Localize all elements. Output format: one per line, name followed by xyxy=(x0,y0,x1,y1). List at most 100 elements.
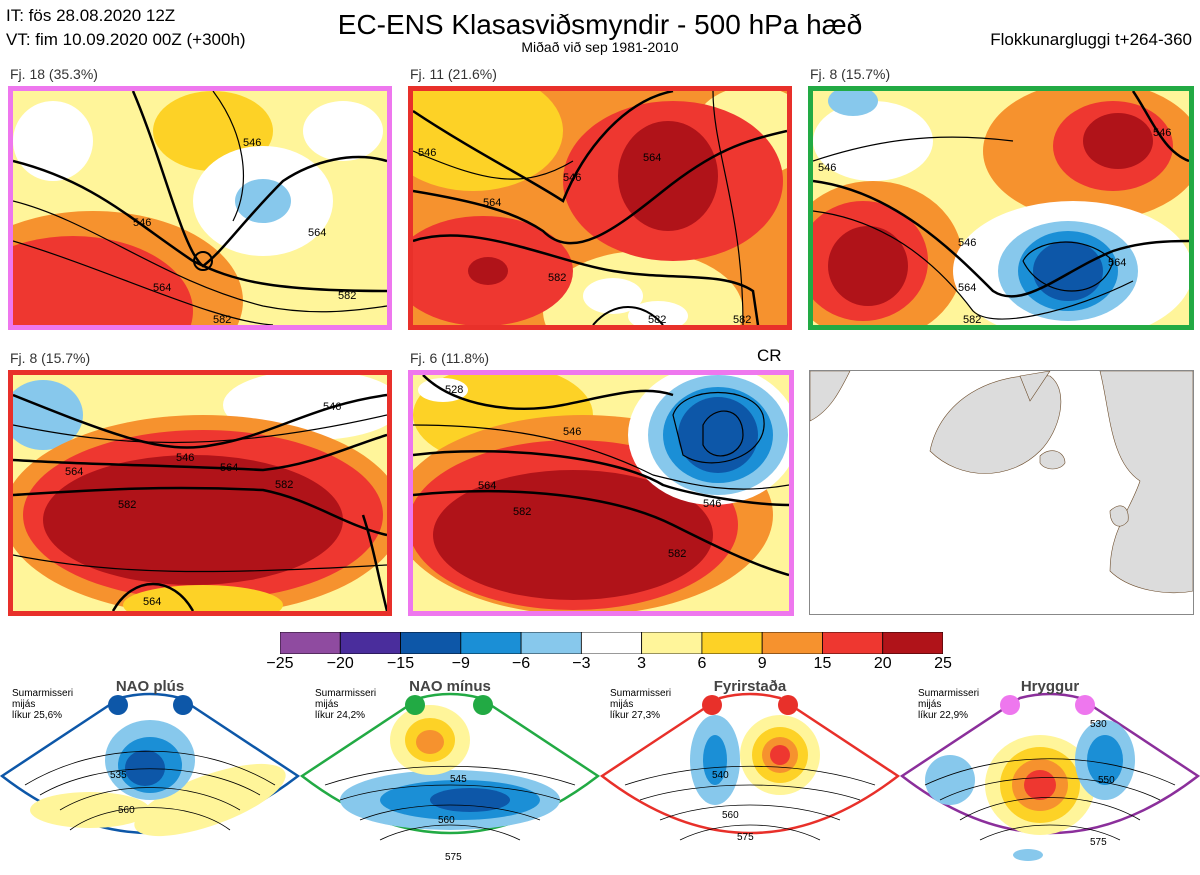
color-bar-svg xyxy=(279,631,944,655)
panel-4-label: Fj. 8 (15.7%) xyxy=(10,350,91,366)
regime-title-blocking: Fyrirstaða xyxy=(713,678,787,695)
valid-time-label: VT: fim 10.09.2020 00Z (+300h) xyxy=(6,30,246,49)
color-bar-tick-label: −20 xyxy=(326,655,354,672)
greenland-landmass xyxy=(929,375,1062,474)
color-bar-tick-label: −25 xyxy=(266,655,294,672)
color-bar-segment xyxy=(460,631,522,655)
cluster-map-panel-5[interactable]: 528 546 546 564 582 582 xyxy=(408,370,794,616)
color-bar-segment xyxy=(701,631,763,655)
contour-label: 582 xyxy=(213,314,231,325)
contour-label: 582 xyxy=(513,506,531,518)
regime-nao-minus[interactable]: 545 560 575 xyxy=(299,670,601,870)
page-title: EC-ENS Klasasviðsmyndir - 500 hPa hæð xyxy=(337,9,863,40)
contour-label: 546 xyxy=(176,452,194,464)
contour-label: 582 xyxy=(733,314,751,325)
contour-label: 550 xyxy=(1098,775,1115,786)
contour-label: 530 xyxy=(1090,719,1107,730)
contour-label: 564 xyxy=(643,152,661,164)
color-bar-tick-label: −15 xyxy=(386,655,415,672)
color-bar-tick-label: −9 xyxy=(451,655,470,672)
contour-label: 582 xyxy=(963,314,981,325)
color-bar-tick-label: 9 xyxy=(757,655,767,672)
regime-map-ridge: 530 550 575 xyxy=(899,692,1200,861)
regime-blocking[interactable]: 540 560 575 xyxy=(599,670,901,870)
cr-label: CR xyxy=(757,346,782,365)
color-bar-tick-label: 20 xyxy=(873,655,892,672)
color-bar-segment xyxy=(882,631,944,655)
panel-5-label: Fj. 6 (11.8%) xyxy=(410,350,490,366)
season-label: Sumarmisseri xyxy=(315,688,377,699)
contour-label: 564 xyxy=(65,466,83,478)
cluster-map-panel-4[interactable]: 546 564 546 564 582 564 582 xyxy=(8,370,392,616)
iceland-landmass xyxy=(1039,450,1066,470)
contour-label: 564 xyxy=(153,282,171,294)
contour-label: 564 xyxy=(958,282,976,294)
color-bar-segment xyxy=(339,631,401,655)
contour-label: 575 xyxy=(445,852,462,863)
note-label: mijás xyxy=(610,699,634,710)
note-label: mijás xyxy=(315,699,339,710)
color-bar-tick-label: 3 xyxy=(637,655,647,672)
cluster-map-panel-3[interactable]: 546 546 546 564 564 582 xyxy=(808,86,1194,330)
contour-label: 560 xyxy=(118,805,135,816)
panel-2-label: Fj. 11 (21.6%) xyxy=(410,66,497,82)
color-bar-segment xyxy=(761,631,823,655)
contour-label: 546 xyxy=(563,426,581,438)
empty-map-panel xyxy=(809,370,1194,615)
regime-note-ridge: Sumarmisseri mijás líkur 22,9% xyxy=(918,688,979,721)
contour-label: 582 xyxy=(118,499,136,511)
contour-label: 582 xyxy=(338,290,356,302)
cluster-map-1: 546 564 546 564 582 582 xyxy=(13,91,387,325)
contour-label: 575 xyxy=(737,832,754,843)
contour-label: 564 xyxy=(143,596,161,608)
probability-label: líkur 24,2% xyxy=(315,710,366,721)
color-bar-tick-label: −6 xyxy=(511,655,531,672)
probability-label: líkur 27,3% xyxy=(610,710,661,721)
regime-map-nao-minus: 545 560 575 xyxy=(299,692,601,863)
contour-label: 564 xyxy=(478,480,496,492)
contour-label: 564 xyxy=(220,462,238,474)
initial-time-label: IT: fös 28.08.2020 12Z xyxy=(6,6,176,25)
contour-label: 528 xyxy=(445,384,463,396)
contour-label: 540 xyxy=(712,770,729,781)
color-bar-tick-label: −3 xyxy=(572,655,591,672)
contour-label: 546 xyxy=(958,237,976,249)
regime-map-blocking: 540 560 575 xyxy=(599,692,901,843)
regime-title-ridge: Hryggur xyxy=(1020,678,1080,695)
contour-label: 582 xyxy=(668,548,686,560)
contour-label: 546 xyxy=(133,217,151,229)
regime-note-nao-minus: Sumarmisseri mijás líkur 24,2% xyxy=(315,688,376,721)
contour-label: 546 xyxy=(323,401,341,413)
empty-map xyxy=(810,371,1193,614)
regime-nao-plus[interactable]: 535 560 xyxy=(0,670,301,870)
regime-title-nao-plus: NAO plús xyxy=(115,678,185,695)
contour-label: 546 xyxy=(818,162,836,174)
cluster-map-4: 546 564 546 564 582 564 582 xyxy=(13,375,387,611)
contour-label: 560 xyxy=(438,815,455,826)
contour-label: 582 xyxy=(275,479,293,491)
contour-label: 546 xyxy=(243,137,261,149)
regime-note-blocking: Sumarmisseri mijás líkur 27,3% xyxy=(610,688,671,721)
note-label: mijás xyxy=(12,699,36,710)
color-bar-segment xyxy=(580,631,643,655)
color-bar-segment xyxy=(641,631,703,655)
cluster-map-panel-2[interactable]: 546 546 564 564 582 582 582 xyxy=(408,86,792,330)
contour-label: 546 xyxy=(418,147,436,159)
cluster-map-3: 546 546 546 564 564 582 xyxy=(813,91,1189,325)
contour-label: 535 xyxy=(110,770,127,781)
contour-label: 564 xyxy=(308,227,326,239)
season-label: Sumarmisseri xyxy=(918,688,980,699)
regime-ridge[interactable]: 530 550 575 xyxy=(899,670,1200,870)
color-bar-segment xyxy=(520,631,582,655)
panel-3-label: Fj. 8 (15.7%) xyxy=(810,66,891,82)
probability-label: líkur 25,6% xyxy=(12,710,63,721)
regime-map-nao-plus: 535 560 xyxy=(0,692,301,837)
color-bar-tick-label: 25 xyxy=(934,655,952,672)
regime-title-nao-minus: NAO mínus xyxy=(409,678,491,695)
color-bar xyxy=(279,631,944,655)
cluster-map-2: 546 546 564 564 582 582 582 xyxy=(413,91,787,325)
contour-label: 545 xyxy=(450,774,467,785)
cluster-map-panel-1[interactable]: 546 564 546 564 582 582 xyxy=(8,86,392,330)
color-bar-segment xyxy=(279,631,341,655)
contour-label: 564 xyxy=(483,197,501,209)
